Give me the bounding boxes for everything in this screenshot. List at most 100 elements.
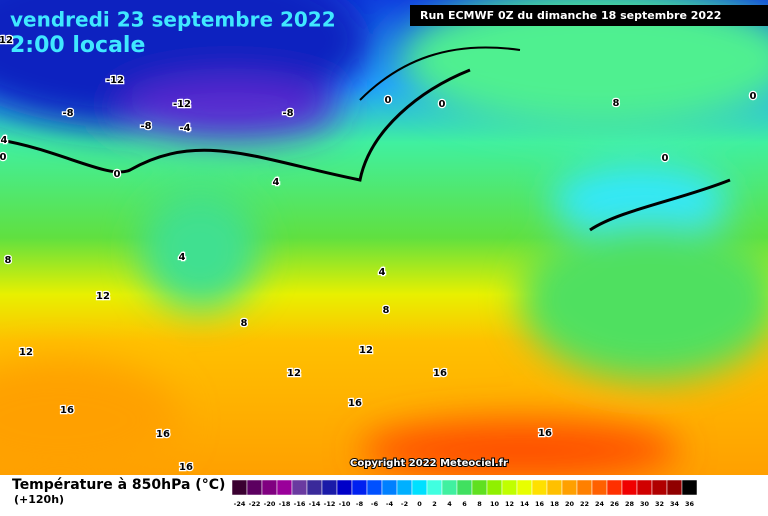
contour-label: 4: [179, 252, 186, 263]
color-swatch: [546, 479, 563, 496]
copyright: Copyright 2022 Meteociel.fr: [350, 458, 508, 469]
contour-label: 16: [60, 405, 74, 416]
scale-label: -6: [371, 500, 379, 508]
scale-label: 0: [417, 500, 422, 508]
color-swatch: [471, 479, 488, 496]
color-swatch: [351, 479, 368, 496]
scale-label: 36: [685, 500, 695, 508]
contour-label: 16: [179, 462, 193, 473]
color-swatch: [591, 479, 608, 496]
contour-label: 16: [156, 429, 170, 440]
contour-label: -12: [106, 75, 124, 86]
date: vendredi 23 septembre 2022: [10, 8, 336, 32]
scale-label: 22: [580, 500, 589, 508]
contour-label: 8: [241, 318, 248, 329]
legend-title: Température à 850hPa (°C): [12, 477, 225, 493]
color-swatch: [576, 479, 593, 496]
contour-label: 0: [750, 91, 757, 102]
contour-label: -8: [282, 108, 293, 119]
scale-label: 34: [670, 500, 680, 508]
scale-label: -10: [339, 500, 351, 508]
contour-label: 12: [19, 347, 33, 358]
scale-label: -20: [264, 500, 276, 508]
scale-label: 10: [490, 500, 500, 508]
contour-label: 0: [114, 169, 121, 180]
contour-labels: -12 -12 -8 -8 -8 -4 12 4 0 0 0 0 0 0 4 4…: [0, 34, 758, 475]
color-swatch: [246, 479, 263, 496]
scale-label: 12: [505, 500, 514, 508]
scale-label: -18: [279, 500, 291, 508]
scale-label: 4: [447, 500, 452, 508]
contour-label: -8: [140, 121, 151, 132]
contour-label: -12: [173, 99, 191, 110]
map-field: [0, 0, 768, 480]
scale-label: 2: [432, 500, 437, 508]
contour-label: 12: [287, 368, 301, 379]
contour-label: 12: [0, 35, 13, 46]
color-swatch: [381, 479, 398, 496]
color-swatch: [666, 479, 683, 496]
legend-lead: (+120h): [14, 493, 64, 506]
color-swatch: [561, 479, 578, 496]
scale-label: -4: [386, 500, 394, 508]
contour-label: 12: [359, 345, 373, 356]
scale-label: 6: [462, 500, 467, 508]
color-swatch: [681, 479, 698, 496]
scale-label: -16: [294, 500, 306, 508]
contour-label: 8: [383, 305, 390, 316]
scale-label: -22: [249, 500, 261, 508]
color-swatch: [261, 479, 278, 496]
contour-label: 16: [433, 368, 447, 379]
color-scale: -24 -22 -20 -18 -16 -14 -12 -10 -8 -6 -4 -2 0 2 4 6 8 10 1…: [231, 479, 698, 508]
color-swatch: [366, 479, 383, 496]
scale-label: -14: [309, 500, 321, 508]
contour-label: 4: [379, 267, 386, 278]
scale-label: -24: [234, 500, 246, 508]
run-box: [410, 5, 768, 26]
color-swatch: [411, 479, 428, 496]
color-swatch: [456, 479, 473, 496]
scale-label: 30: [640, 500, 650, 508]
scale-label: 24: [595, 500, 605, 508]
color-swatch: [291, 479, 308, 496]
contour-label: 0: [662, 153, 669, 164]
color-swatch: [441, 479, 458, 496]
scale-label: 18: [550, 500, 560, 508]
scale-label: 28: [625, 500, 635, 508]
color-swatch: [336, 479, 353, 496]
contour-label: 12: [96, 291, 110, 302]
contour-label: 4: [273, 177, 280, 188]
color-swatch: [621, 479, 638, 496]
scale-label: 14: [520, 500, 530, 508]
scale-label: -2: [401, 500, 408, 508]
contour-label: 4: [1, 135, 8, 146]
contour-label: 0: [0, 152, 7, 163]
contour-label: 0: [385, 95, 392, 106]
contour-label: -8: [62, 108, 73, 119]
contour-label: 16: [348, 398, 362, 409]
color-swatch: [531, 479, 548, 496]
time: 2:00 locale: [10, 33, 145, 58]
contour-label: 0: [439, 99, 446, 110]
color-swatch: [486, 479, 503, 496]
color-swatch: [636, 479, 653, 496]
scale-label: 16: [535, 500, 545, 508]
scale-label: 8: [477, 500, 482, 508]
color-swatch: [321, 479, 338, 496]
run-info: Run ECMWF 0Z du dimanche 18 septembre 20…: [420, 9, 721, 22]
color-swatch: [501, 479, 518, 496]
color-swatch: [606, 479, 623, 496]
contour-label: 8: [5, 255, 12, 266]
contour-label: 16: [538, 428, 552, 439]
scale-label: 20: [565, 500, 575, 508]
contour-label: 8: [613, 98, 620, 109]
scale-label: 32: [655, 500, 664, 508]
color-swatch: [306, 479, 323, 496]
contour-label: -4: [179, 123, 190, 134]
color-swatch: [231, 479, 248, 496]
color-swatch: [651, 479, 668, 496]
color-swatch: [426, 479, 443, 496]
color-swatch: [276, 479, 293, 496]
color-swatch: [516, 479, 533, 496]
